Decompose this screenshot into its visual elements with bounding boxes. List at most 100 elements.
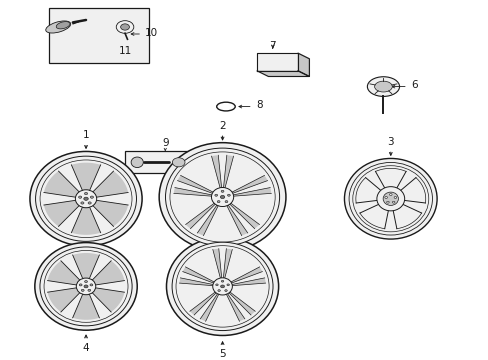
Text: 3: 3 <box>386 137 393 147</box>
Ellipse shape <box>170 152 275 242</box>
Circle shape <box>217 201 220 203</box>
Circle shape <box>220 285 224 288</box>
Polygon shape <box>173 188 211 196</box>
Text: 4: 4 <box>82 343 89 353</box>
Polygon shape <box>257 53 298 71</box>
Circle shape <box>90 196 93 198</box>
Circle shape <box>116 21 134 33</box>
Polygon shape <box>226 205 247 235</box>
Circle shape <box>172 158 184 167</box>
Polygon shape <box>211 155 221 188</box>
Circle shape <box>81 289 84 291</box>
Ellipse shape <box>348 162 431 235</box>
Circle shape <box>224 290 227 292</box>
Bar <box>125 152 195 173</box>
Polygon shape <box>93 171 128 197</box>
Ellipse shape <box>56 22 70 29</box>
Ellipse shape <box>159 143 285 251</box>
Circle shape <box>215 284 218 286</box>
Circle shape <box>386 201 388 203</box>
Polygon shape <box>183 267 214 283</box>
Circle shape <box>84 285 88 288</box>
Ellipse shape <box>344 158 436 239</box>
Polygon shape <box>73 294 99 320</box>
Polygon shape <box>355 177 380 203</box>
Ellipse shape <box>165 148 279 246</box>
Circle shape <box>218 290 220 292</box>
Text: 5: 5 <box>219 349 225 359</box>
Ellipse shape <box>366 77 399 96</box>
Ellipse shape <box>46 21 71 33</box>
Text: 6: 6 <box>410 80 417 90</box>
Circle shape <box>220 195 224 199</box>
Polygon shape <box>197 205 218 235</box>
Bar <box>49 8 149 63</box>
Ellipse shape <box>40 247 132 326</box>
Circle shape <box>79 196 81 198</box>
Polygon shape <box>392 204 421 229</box>
Ellipse shape <box>172 242 272 330</box>
Text: 7: 7 <box>269 41 276 51</box>
Polygon shape <box>93 200 128 226</box>
Ellipse shape <box>40 160 132 238</box>
Ellipse shape <box>176 246 268 327</box>
Polygon shape <box>47 288 80 312</box>
Ellipse shape <box>212 278 232 295</box>
Circle shape <box>226 284 229 286</box>
Polygon shape <box>212 249 221 278</box>
Polygon shape <box>92 261 124 285</box>
Polygon shape <box>228 292 255 315</box>
Circle shape <box>384 197 386 198</box>
Polygon shape <box>71 207 101 235</box>
Ellipse shape <box>376 187 404 211</box>
Circle shape <box>224 201 227 203</box>
Circle shape <box>81 202 84 204</box>
Ellipse shape <box>211 188 233 207</box>
Text: 11: 11 <box>119 46 132 56</box>
Ellipse shape <box>35 243 137 330</box>
Polygon shape <box>71 163 101 190</box>
Ellipse shape <box>131 157 143 167</box>
Ellipse shape <box>352 166 428 232</box>
Polygon shape <box>232 175 267 193</box>
Polygon shape <box>189 292 216 315</box>
Polygon shape <box>230 267 262 283</box>
Circle shape <box>221 190 224 192</box>
Polygon shape <box>223 155 233 188</box>
Ellipse shape <box>36 156 136 241</box>
Circle shape <box>391 201 394 203</box>
Polygon shape <box>229 203 259 229</box>
Polygon shape <box>92 288 124 312</box>
Text: 1: 1 <box>82 130 89 140</box>
Circle shape <box>88 202 91 204</box>
Circle shape <box>90 284 93 286</box>
Polygon shape <box>73 253 99 279</box>
Ellipse shape <box>30 152 142 246</box>
Ellipse shape <box>166 237 278 336</box>
Ellipse shape <box>374 81 391 92</box>
Polygon shape <box>47 261 80 285</box>
Polygon shape <box>359 204 387 229</box>
Circle shape <box>121 24 129 30</box>
Text: 10: 10 <box>144 28 157 38</box>
Polygon shape <box>257 71 309 76</box>
Polygon shape <box>232 278 265 285</box>
Polygon shape <box>179 278 213 285</box>
Circle shape <box>83 197 88 201</box>
Circle shape <box>79 284 82 286</box>
Ellipse shape <box>75 190 97 208</box>
Circle shape <box>84 192 87 195</box>
Circle shape <box>221 280 224 282</box>
Polygon shape <box>375 168 405 188</box>
Polygon shape <box>177 175 213 193</box>
Polygon shape <box>223 249 232 278</box>
Circle shape <box>227 194 230 196</box>
Polygon shape <box>185 203 215 229</box>
Circle shape <box>388 194 391 195</box>
Polygon shape <box>400 177 425 203</box>
Ellipse shape <box>44 251 128 322</box>
Text: 8: 8 <box>256 100 262 110</box>
Circle shape <box>393 197 396 198</box>
Polygon shape <box>233 188 271 196</box>
Polygon shape <box>44 171 79 197</box>
